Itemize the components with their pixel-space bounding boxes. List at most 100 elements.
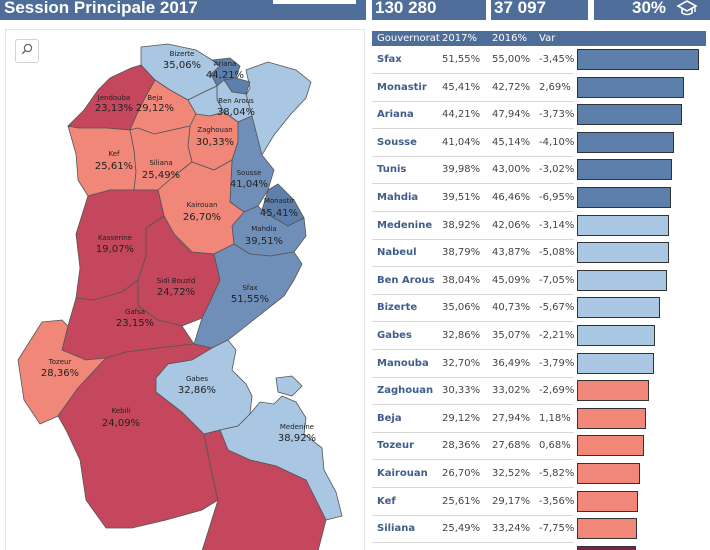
map-label-kef-value: 25,61% — [95, 161, 133, 172]
table-row[interactable]: Bizerte 35,06% 40,73% -5,67% — [372, 294, 706, 323]
row-separator — [372, 376, 574, 378]
row-bar[interactable] — [577, 49, 699, 70]
row-gouvernorat: Siliana — [377, 523, 416, 535]
region-sfax[interactable] — [193, 243, 303, 349]
table-row[interactable]: Nabeul 38,79% 43,87% -5,08% — [372, 239, 706, 268]
region-djerba[interactable] — [275, 375, 303, 397]
col-header-gouvernorat[interactable]: Gouvernorat — [377, 33, 440, 44]
row-2016: 45,09% — [492, 274, 531, 286]
row-2016: 42,06% — [492, 219, 531, 231]
table-row[interactable]: Tozeur 28,36% 27,68% 0,68% — [372, 432, 706, 461]
search-icon — [21, 42, 33, 60]
row-gouvernorat: Gabes — [377, 330, 412, 341]
row-bar[interactable] — [577, 104, 682, 126]
col-header-2016[interactable]: 2016% — [492, 33, 527, 44]
table-row[interactable]: Tunis 39,98% 43,00% -3,02% — [372, 156, 706, 185]
row-var: -7,75% — [539, 523, 575, 535]
region-tataouine[interactable] — [201, 429, 327, 550]
row-var: -2,21% — [539, 330, 575, 341]
row-gouvernorat: Beja — [377, 412, 402, 424]
row-bar[interactable] — [577, 545, 636, 550]
row-gouvernorat: Mahdia — [377, 192, 419, 203]
row-2017: 39,51% — [442, 192, 481, 203]
row-gouvernorat: Sousse — [377, 136, 417, 148]
kpi-total-value: 130 280 — [375, 0, 437, 17]
dashboard-title: Session Principale 2017 — [0, 0, 366, 20]
title-field-box[interactable] — [273, 0, 356, 4]
table-row[interactable]: Kef 25,61% 29,17% -3,56% — [372, 488, 706, 516]
table-row[interactable]: Sfax 51,55% 55,00% -3,45% — [372, 46, 706, 74]
row-bar[interactable] — [577, 269, 667, 291]
row-bar[interactable] — [577, 380, 649, 402]
row-2016: 46,46% — [492, 192, 531, 203]
map-panel[interactable]: Bizerte 35,06% Ariana 44,21% Jendouba 23… — [5, 29, 365, 550]
row-gouvernorat: Tunis — [377, 164, 407, 176]
col-header-var[interactable]: Var — [539, 33, 556, 44]
row-bar[interactable] — [577, 187, 671, 208]
row-2016: 27,94% — [492, 412, 531, 424]
row-separator — [372, 542, 574, 544]
row-bar[interactable] — [577, 131, 674, 153]
row-bar[interactable] — [577, 242, 669, 264]
map-label-sfax-name: Sfax — [242, 284, 257, 292]
row-2017: 44,21% — [442, 109, 481, 121]
table-row[interactable]: Manouba 32,70% 36,49% -3,79% — [372, 350, 706, 378]
map-label-tozeur-name: Tozeur — [48, 358, 72, 366]
row-separator — [372, 487, 574, 488]
row-bar[interactable] — [577, 214, 669, 236]
row-separator — [372, 431, 574, 433]
table-row[interactable]: Ariana 44,21% 47,94% -3,73% — [372, 101, 706, 130]
table-row[interactable]: Sousse 41,04% 45,14% -4,10% — [372, 129, 706, 157]
table-row[interactable]: Monastir 45,41% 42,72% 2,69% — [372, 74, 706, 102]
table-row[interactable]: Kairouan 26,70% 32,52% -5,82% — [372, 460, 706, 488]
row-var: -7,05% — [539, 274, 575, 286]
map-label-kebili-value: 24,09% — [102, 418, 140, 429]
row-2017: 38,79% — [442, 247, 481, 259]
row-gouvernorat: Kairouan — [377, 468, 428, 479]
row-separator — [372, 183, 574, 185]
row-bar[interactable] — [577, 297, 660, 319]
row-bar[interactable] — [577, 159, 672, 181]
map-label-sousse-name: Sousse — [237, 169, 262, 177]
map-label-gafsa-name: Gafsa — [125, 308, 145, 316]
row-gouvernorat: Monastir — [377, 81, 427, 93]
row-2016: 35,07% — [492, 330, 531, 341]
col-header-2017[interactable]: 2017% — [442, 33, 477, 44]
row-bar[interactable] — [577, 463, 640, 484]
row-bar[interactable] — [577, 325, 655, 346]
row-bar[interactable] — [577, 435, 644, 457]
row-bar[interactable] — [577, 352, 654, 374]
map-label-beja-name: Beja — [147, 94, 162, 102]
row-var: -5,67% — [539, 302, 575, 314]
row-bar[interactable] — [577, 518, 637, 540]
table-row[interactable]: Zaghouan 30,33% 33,02% -2,69% — [372, 377, 706, 406]
map-label-kef-name: Kef — [108, 150, 120, 158]
row-bar[interactable] — [577, 490, 638, 512]
table-row[interactable]: Mahdia 39,51% 46,46% -6,95% — [372, 184, 706, 212]
map-label-sousse-value: 41,04% — [230, 179, 268, 190]
graduation-cap-icon — [676, 0, 698, 20]
table-row[interactable]: Medenine 38,92% 42,06% -3,14% — [372, 212, 706, 240]
row-bar[interactable] — [577, 76, 684, 98]
map-search-button[interactable] — [15, 39, 39, 63]
kpi-rate-value: 30% — [632, 0, 667, 17]
row-2017: 30,33% — [442, 385, 481, 397]
table-row[interactable]: Ben Arous 38,04% 45,09% -7,05% — [372, 267, 706, 295]
row-2017: 38,92% — [442, 219, 481, 231]
table-row[interactable] — [372, 543, 706, 550]
map-label-kasserine-name: Kasserine — [98, 234, 132, 242]
table-row[interactable]: Siliana 25,49% 33,24% -7,75% — [372, 515, 706, 544]
table-row[interactable]: Beja 29,12% 27,94% 1,18% — [372, 405, 706, 433]
map-label-tozeur-value: 28,36% — [41, 368, 79, 379]
map-label-zaghouan-name: Zaghouan — [197, 126, 232, 134]
row-2017: 41,04% — [442, 136, 481, 148]
table-row[interactable]: Gabes 32,86% 35,07% -2,21% — [372, 322, 706, 350]
row-2017: 39,98% — [442, 164, 481, 176]
row-bar[interactable] — [577, 407, 646, 429]
row-gouvernorat: Sfax — [377, 54, 402, 65]
map-label-jendouba-value: 23,13% — [95, 103, 133, 114]
tunisia-map[interactable]: Bizerte 35,06% Ariana 44,21% Jendouba 23… — [6, 30, 366, 550]
row-separator — [372, 211, 574, 212]
row-separator — [372, 459, 574, 461]
map-label-ariana-name: Ariana — [214, 60, 237, 68]
